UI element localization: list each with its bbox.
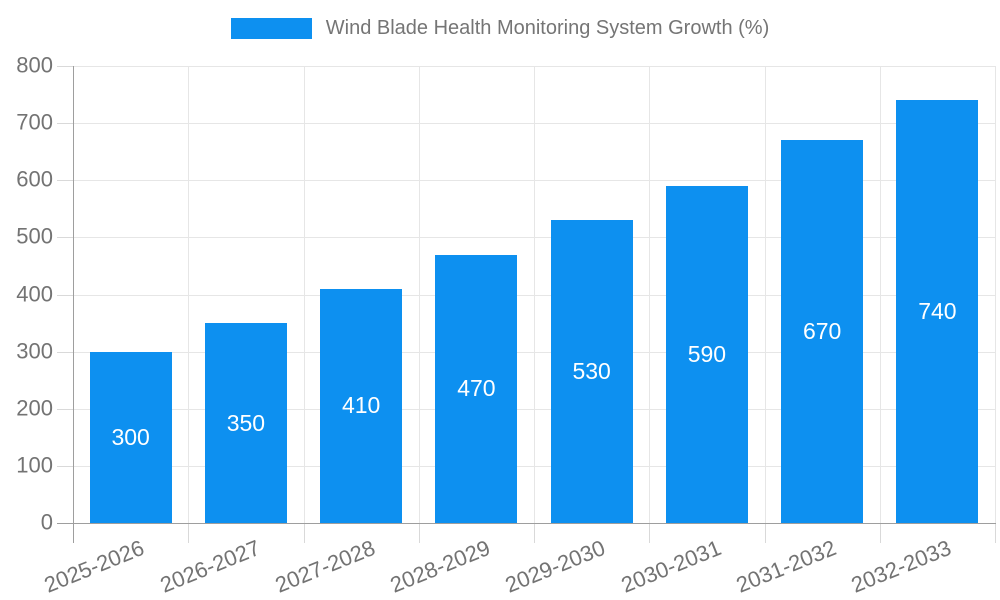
y-axis-label: 800 (16, 52, 53, 78)
x-tick-mark (303, 523, 305, 543)
bar-value-label: 530 (572, 358, 611, 385)
x-tick-mark (73, 523, 74, 543)
y-axis-label: 700 (16, 109, 53, 135)
y-axis-label: 0 (40, 509, 53, 535)
bar[interactable]: 470 (435, 254, 518, 523)
y-axis-label: 300 (16, 338, 53, 364)
v-gridline (418, 66, 420, 523)
y-axis-label: 100 (16, 452, 53, 478)
x-axis-label: 2027-2028 (271, 535, 379, 598)
v-gridline (188, 66, 190, 523)
y-tick-mark (57, 237, 73, 239)
y-tick-mark (57, 465, 73, 467)
bar-value-label: 740 (918, 298, 957, 325)
x-tick-mark (188, 523, 190, 543)
x-axis-label: 2028-2029 (386, 535, 494, 598)
bar-value-label: 470 (457, 375, 496, 402)
x-axis-label: 2030-2031 (617, 535, 725, 598)
legend-label: Wind Blade Health Monitoring System Grow… (325, 17, 770, 39)
y-axis-label: 600 (16, 166, 53, 192)
y-tick-mark (57, 408, 73, 410)
bar-value-label: 410 (341, 392, 381, 419)
x-tick-mark (418, 523, 420, 543)
y-axis-label: 200 (16, 395, 53, 421)
bar[interactable]: 350 (204, 323, 287, 523)
bar[interactable]: 530 (550, 220, 633, 523)
bar-value-label: 300 (111, 423, 150, 450)
x-axis-label: 2025-2026 (41, 535, 148, 598)
y-tick-mark (57, 351, 73, 353)
x-tick-mark (995, 523, 996, 543)
x-axis-label: 2032-2033 (847, 535, 955, 598)
bar-value-label: 590 (687, 340, 727, 367)
v-gridline (303, 66, 305, 523)
y-tick-mark (57, 66, 73, 67)
y-tick-mark (57, 294, 73, 296)
y-axis-line (73, 66, 74, 523)
x-tick-mark (764, 523, 766, 543)
v-gridline (879, 66, 881, 523)
y-axis-label: 400 (16, 280, 53, 306)
bar-value-label: 670 (802, 318, 842, 345)
x-axis-line (73, 523, 996, 524)
bar-value-label: 350 (226, 409, 266, 436)
bar[interactable]: 410 (320, 288, 403, 523)
v-gridline (995, 66, 996, 523)
v-gridline (649, 66, 651, 523)
y-tick-mark (57, 523, 73, 524)
x-axis-label: 2031-2032 (732, 535, 840, 598)
y-axis-label: 500 (16, 223, 53, 249)
bar[interactable]: 740 (896, 100, 979, 523)
y-tick-mark (57, 180, 73, 182)
legend-color-swatch (230, 18, 312, 39)
x-tick-mark (879, 523, 881, 543)
v-gridline (764, 66, 766, 523)
x-axis-label: 2026-2027 (156, 535, 264, 598)
x-tick-mark (649, 523, 651, 543)
y-tick-mark (57, 123, 73, 125)
v-gridline (534, 66, 535, 523)
x-axis-label: 2029-2030 (502, 535, 609, 598)
bar[interactable]: 670 (781, 140, 864, 523)
chart-legend[interactable]: Wind Blade Health Monitoring System Grow… (0, 17, 1000, 40)
x-tick-mark (534, 523, 535, 543)
bar[interactable]: 590 (665, 185, 748, 523)
bar[interactable]: 300 (89, 351, 172, 523)
